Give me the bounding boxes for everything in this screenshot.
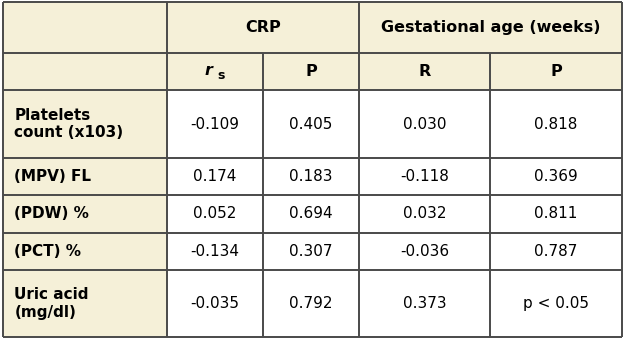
Bar bbox=[167, 53, 263, 91]
Text: Uric acid
(mg/dl): Uric acid (mg/dl) bbox=[14, 287, 89, 320]
Text: 0.369: 0.369 bbox=[534, 169, 578, 184]
Text: CRP: CRP bbox=[245, 20, 281, 35]
Bar bbox=[167, 195, 263, 233]
Text: 0.183: 0.183 bbox=[289, 169, 332, 184]
Bar bbox=[3, 233, 167, 270]
Bar bbox=[359, 158, 491, 195]
Bar bbox=[359, 270, 491, 337]
Bar bbox=[167, 233, 263, 270]
Text: r: r bbox=[204, 63, 212, 78]
Bar bbox=[359, 233, 491, 270]
Text: -0.109: -0.109 bbox=[191, 117, 239, 132]
Text: s: s bbox=[217, 69, 224, 82]
Bar bbox=[3, 91, 167, 158]
Text: 0.787: 0.787 bbox=[534, 244, 578, 259]
Bar bbox=[263, 195, 359, 233]
Bar bbox=[167, 270, 263, 337]
Text: 0.694: 0.694 bbox=[289, 206, 332, 221]
Text: 0.811: 0.811 bbox=[534, 206, 578, 221]
Bar bbox=[263, 91, 359, 158]
Text: -0.134: -0.134 bbox=[191, 244, 239, 259]
Text: P: P bbox=[305, 64, 317, 79]
Text: 0.030: 0.030 bbox=[403, 117, 446, 132]
Text: 0.792: 0.792 bbox=[289, 296, 332, 311]
Text: 0.307: 0.307 bbox=[289, 244, 332, 259]
Text: P: P bbox=[550, 64, 562, 79]
Text: p < 0.05: p < 0.05 bbox=[523, 296, 589, 311]
Bar bbox=[3, 158, 167, 195]
Bar bbox=[359, 91, 491, 158]
Bar bbox=[3, 2, 167, 53]
Bar bbox=[359, 53, 491, 91]
Text: R: R bbox=[419, 64, 431, 79]
Bar bbox=[491, 270, 622, 337]
Text: 0.405: 0.405 bbox=[289, 117, 332, 132]
Text: (MPV) FL: (MPV) FL bbox=[14, 169, 91, 184]
Text: 0.174: 0.174 bbox=[193, 169, 237, 184]
Bar bbox=[167, 158, 263, 195]
Bar bbox=[491, 195, 622, 233]
Text: 0.032: 0.032 bbox=[403, 206, 446, 221]
Text: -0.118: -0.118 bbox=[400, 169, 449, 184]
Bar bbox=[491, 53, 622, 91]
Bar bbox=[263, 270, 359, 337]
Text: 0.052: 0.052 bbox=[193, 206, 237, 221]
Bar bbox=[167, 91, 263, 158]
Bar bbox=[3, 270, 167, 337]
Bar bbox=[491, 91, 622, 158]
Text: Gestational age (weeks): Gestational age (weeks) bbox=[381, 20, 600, 35]
Text: 0.818: 0.818 bbox=[534, 117, 578, 132]
Bar bbox=[359, 2, 622, 53]
Text: (PDW) %: (PDW) % bbox=[14, 206, 89, 221]
Text: (PCT) %: (PCT) % bbox=[14, 244, 81, 259]
Bar bbox=[167, 2, 359, 53]
Text: Platelets
count (x103): Platelets count (x103) bbox=[14, 108, 124, 140]
Bar bbox=[3, 195, 167, 233]
Bar bbox=[491, 233, 622, 270]
Text: -0.035: -0.035 bbox=[191, 296, 239, 311]
Bar bbox=[263, 53, 359, 91]
Text: 0.373: 0.373 bbox=[403, 296, 446, 311]
Bar bbox=[263, 233, 359, 270]
Bar bbox=[491, 158, 622, 195]
Bar bbox=[359, 195, 491, 233]
Bar bbox=[3, 53, 167, 91]
Bar bbox=[263, 158, 359, 195]
Text: -0.036: -0.036 bbox=[400, 244, 449, 259]
